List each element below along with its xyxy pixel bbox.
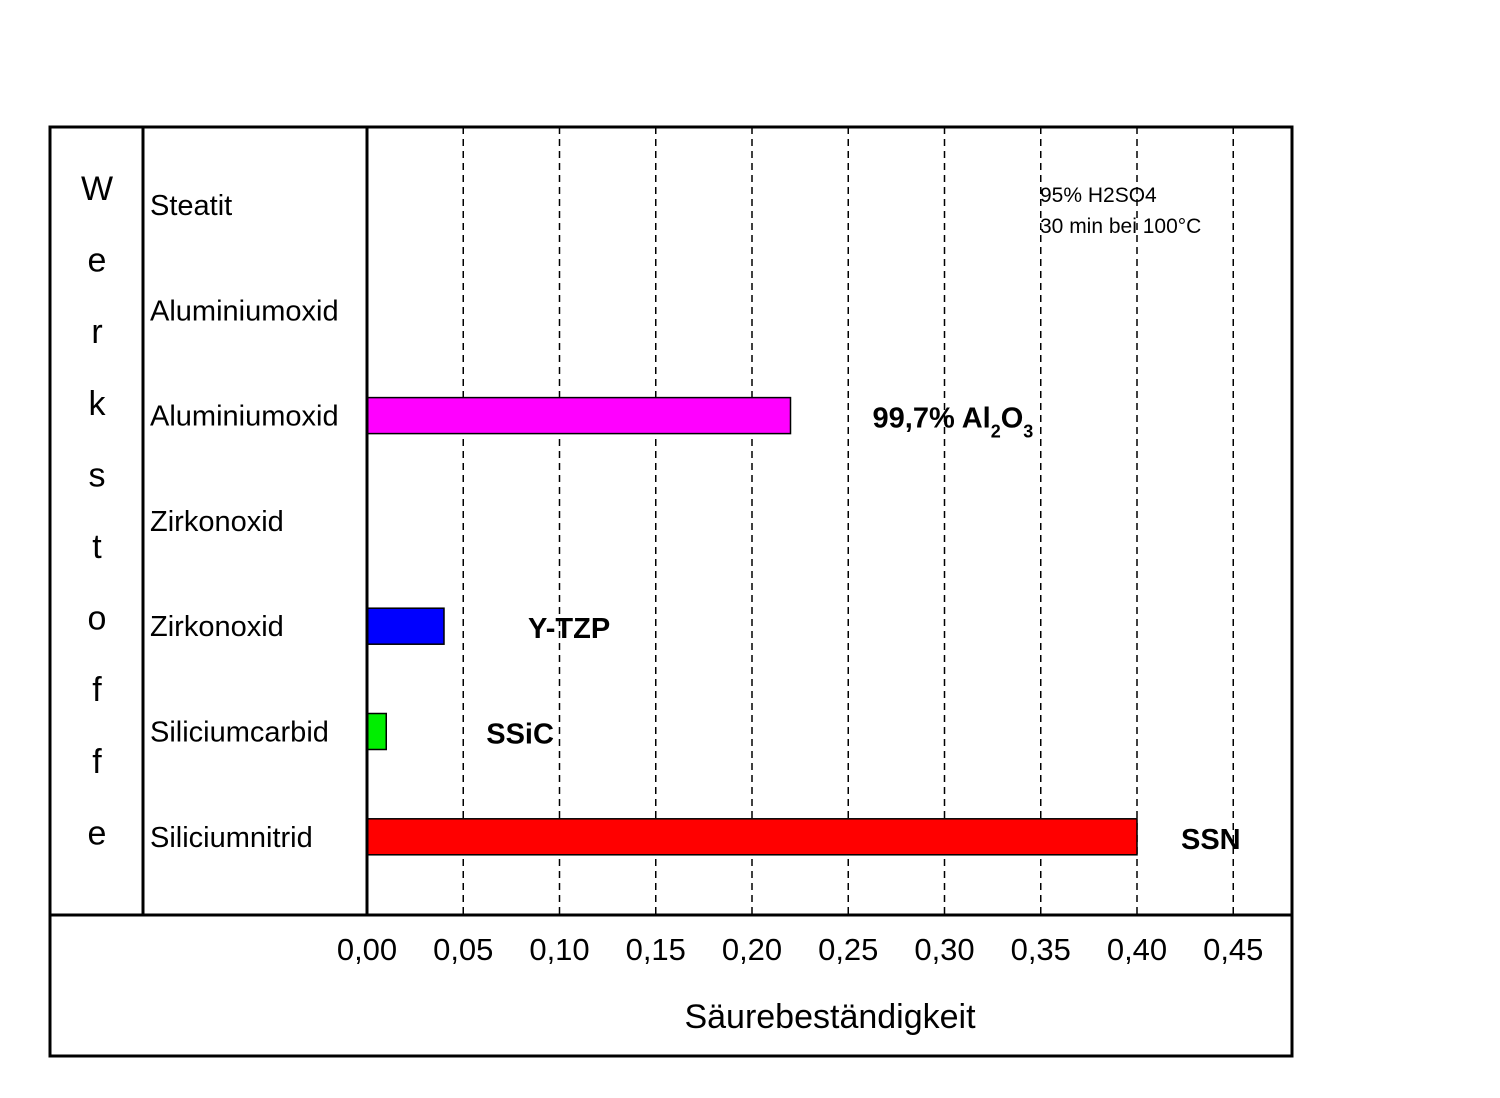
- x-tick-label: 0,10: [529, 932, 589, 967]
- bar: [366, 607, 445, 645]
- category-label: Siliciumnitrid: [150, 822, 313, 854]
- x-tick-label: 0,40: [1107, 932, 1167, 967]
- side-label-letter: f: [92, 743, 102, 781]
- side-label-letter: o: [88, 600, 107, 638]
- x-tick-label: 0,35: [1011, 932, 1071, 967]
- x-tick-label: 0,30: [914, 932, 974, 967]
- bar: [366, 818, 1138, 856]
- bar-label: 99,7% Al2O3: [873, 403, 1034, 442]
- note-line-1: 95% H2SO4: [1040, 184, 1157, 207]
- side-label-letter: t: [92, 528, 102, 566]
- side-label-letter: e: [88, 814, 107, 852]
- category-label: Steatit: [150, 190, 232, 222]
- category-label: Aluminiumoxid: [150, 401, 339, 433]
- bar-labels: 99,7% Al2O3 Y-TZP SSiC SSN: [486, 403, 1240, 856]
- x-tick-label: 0,00: [337, 932, 397, 967]
- chart-frame: [48, 125, 1294, 1058]
- condition-note: 95% H2SO4 30 min bei 100°C: [1040, 184, 1201, 238]
- x-tick-label: 0,05: [433, 932, 493, 967]
- x-tick-labels: 0,00 0,05 0,10 0,15 0,20 0,25 0,30 0,35 0,40 0,45: [337, 932, 1264, 967]
- grid-lines: [462, 127, 1234, 915]
- bar-label: SSiC: [486, 719, 554, 751]
- bars: [366, 396, 1138, 856]
- x-tick-label: 0,25: [818, 932, 878, 967]
- x-tick-label: 0,45: [1203, 932, 1263, 967]
- side-label-letter: f: [92, 671, 102, 709]
- bar-label: SSN: [1181, 824, 1241, 856]
- category-label: Zirkonoxid: [150, 611, 284, 643]
- bar-label: Y-TZP: [528, 613, 610, 645]
- x-tick-label: 0,15: [626, 932, 686, 967]
- side-label-letter: W: [81, 170, 113, 208]
- note-line-2: 30 min bei 100°C: [1040, 215, 1201, 238]
- x-tick-label: 0,20: [722, 932, 782, 967]
- category-label: Zirkonoxid: [150, 506, 284, 538]
- category-label: Siliciumcarbid: [150, 717, 329, 749]
- side-label-letter: s: [89, 456, 106, 494]
- side-label-letter: e: [88, 242, 107, 280]
- bar: [366, 712, 387, 751]
- x-axis-label: Säurebeständigkeit: [684, 998, 976, 1036]
- outer-frame: [48, 125, 1294, 1058]
- side-label-letter: r: [91, 313, 102, 351]
- side-label-letter: k: [89, 385, 107, 423]
- bar: [366, 396, 792, 435]
- category-label: Aluminiumoxid: [150, 295, 339, 327]
- category-labels: Steatit Aluminiumoxid Aluminiumoxid Zirkono…: [150, 190, 339, 854]
